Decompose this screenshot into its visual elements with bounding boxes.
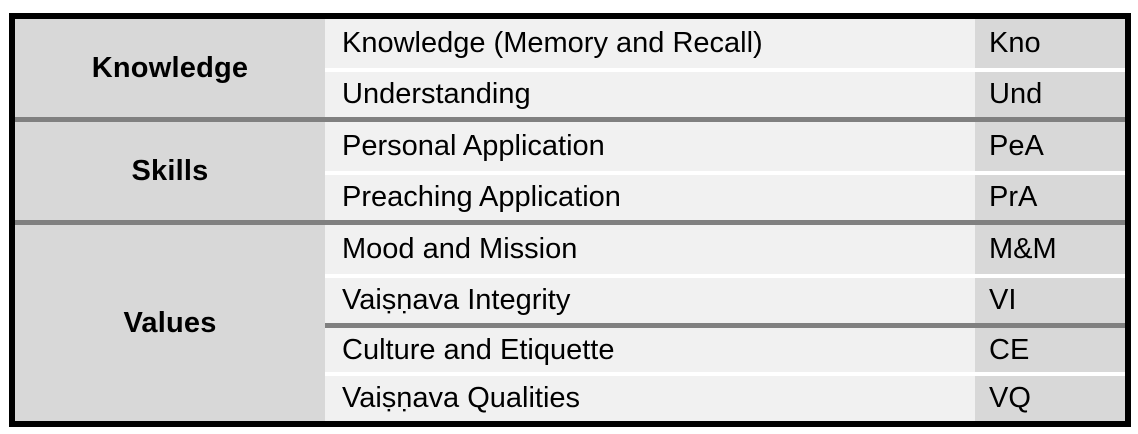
abbr-cell: Und bbox=[975, 68, 1125, 117]
item-cell: Knowledge (Memory and Recall) bbox=[325, 19, 975, 68]
item-cell: Preaching Application bbox=[325, 171, 975, 220]
item-cell: Understanding bbox=[325, 68, 975, 117]
abbr-cell: PrA bbox=[975, 171, 1125, 220]
group-knowledge: Knowledge Knowledge (Memory and Recall) … bbox=[15, 19, 1125, 117]
assessment-categories-table: Knowledge Knowledge (Memory and Recall) … bbox=[9, 13, 1131, 427]
abbr-cell: VQ bbox=[975, 372, 1125, 421]
abbr-cell: PeA bbox=[975, 122, 1125, 171]
item-cell: Personal Application bbox=[325, 122, 975, 171]
item-cell: Mood and Mission bbox=[325, 225, 975, 274]
category-cell-skills: Skills bbox=[15, 122, 325, 220]
group-separator bbox=[15, 117, 1125, 122]
abbr-cell: Kno bbox=[975, 19, 1125, 68]
group-values: Values Mood and Mission M&M Vaiṣṇava Int… bbox=[15, 225, 1125, 421]
category-cell-knowledge: Knowledge bbox=[15, 19, 325, 117]
abbr-cell: VI bbox=[975, 274, 1125, 323]
item-cell: Vaiṣṇava Integrity bbox=[325, 274, 975, 323]
item-cell: Vaiṣṇava Qualities bbox=[325, 372, 975, 421]
group-skills: Skills Personal Application PeA Preachin… bbox=[15, 122, 1125, 220]
group-separator bbox=[15, 220, 1125, 225]
abbr-cell: CE bbox=[975, 323, 1125, 372]
item-cell: Culture and Etiquette bbox=[325, 323, 975, 372]
abbr-cell: M&M bbox=[975, 225, 1125, 274]
category-cell-values: Values bbox=[15, 225, 325, 421]
